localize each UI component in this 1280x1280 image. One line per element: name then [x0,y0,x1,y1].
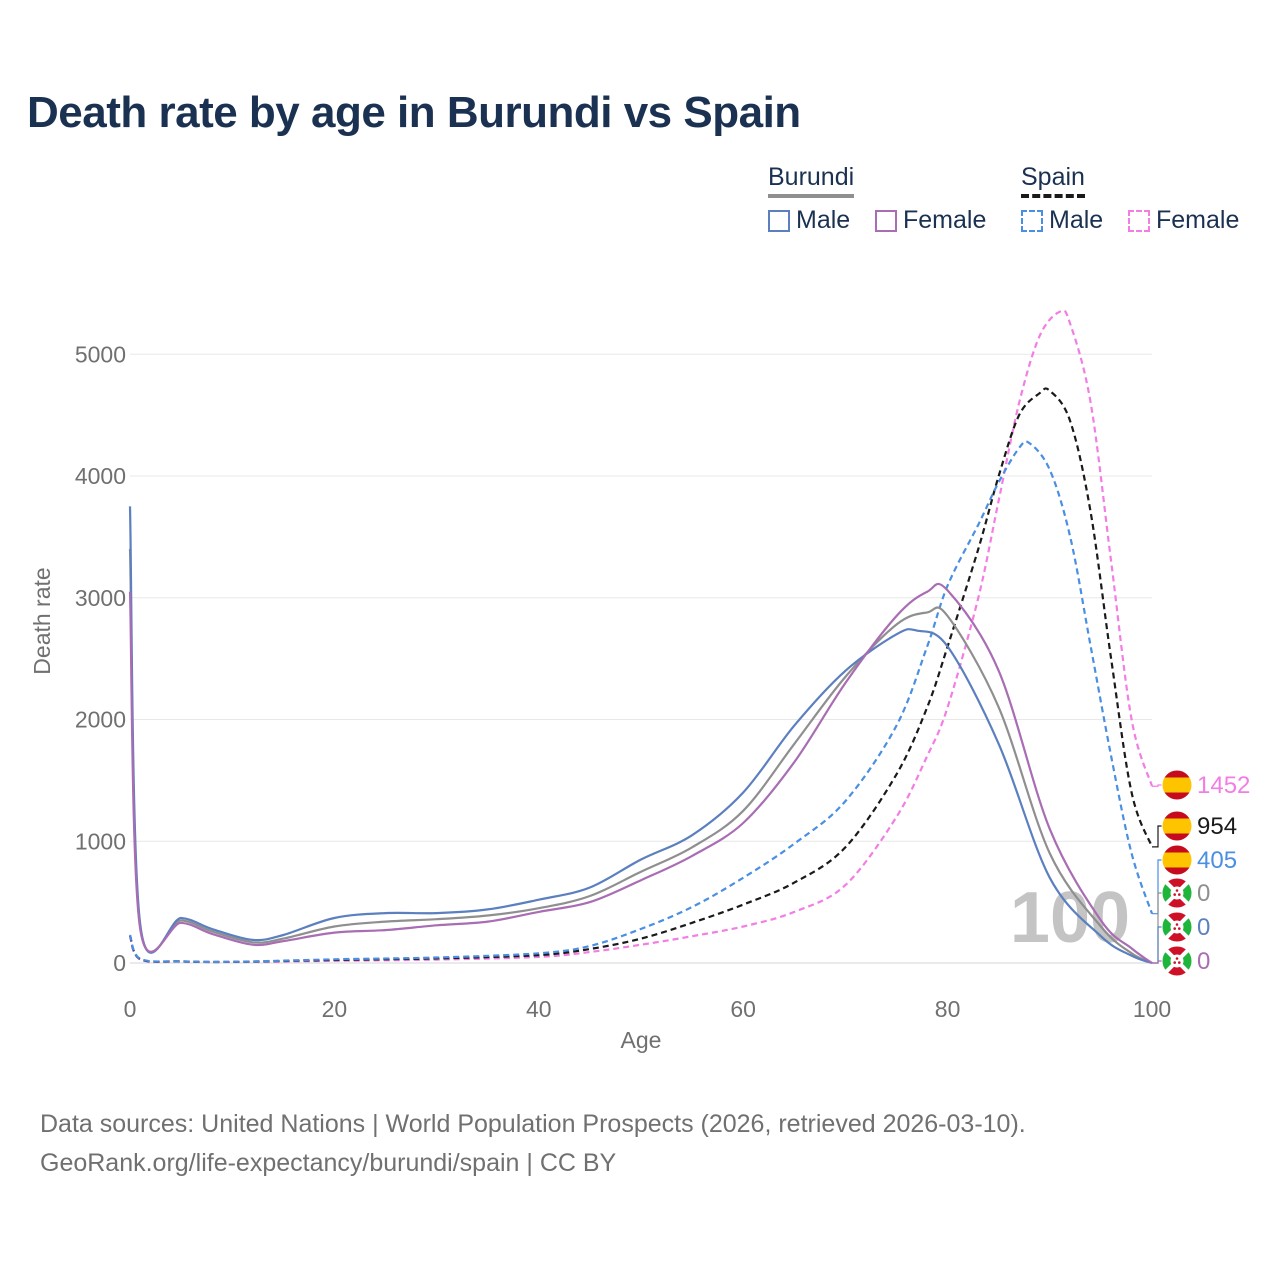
sources-line-1: Data sources: United Nations | World Pop… [40,1110,1026,1138]
end-label-connector [1152,825,1164,848]
end-label-value: 0 [1197,914,1210,941]
series-line-spain-total[interactable] [128,387,1154,964]
end-label-value: 1452 [1197,772,1250,799]
legend-label-spain-male: Male [1049,206,1104,234]
spain-flag-icon [1161,769,1193,801]
series-line-spain-male[interactable] [128,440,1154,964]
data-sources: Data sources: United Nations | World Pop… [40,1105,1026,1183]
x-tick-label: 100 [1133,996,1171,1022]
legend-label-spain-female: Female [1156,206,1240,234]
axes: 0 1000 2000 3000 4000 5000 0 20 40 60 80 100 [75,341,1171,1022]
x-tick-label: 60 [730,996,756,1022]
y-tick-label: 5000 [75,341,126,367]
burundi-flag-icon [1161,911,1193,943]
legend-group-spain-underline [1021,194,1085,198]
y-tick-label: 1000 [75,828,126,854]
burundi-flag-icon [1161,945,1193,977]
x-tick-label: 40 [526,996,552,1022]
legend-group-spain[interactable]: Spain [1021,163,1085,198]
sources-line-2[interactable]: GeoRank.org/life-expectancy/burundi/spai… [40,1149,617,1177]
legend-item-burundi-female[interactable]: Female [875,206,986,235]
series-line-burundi-total[interactable] [128,548,1153,965]
legend-item-spain-female[interactable]: Female [1128,206,1239,235]
x-tick-label: 0 [124,996,137,1022]
legend-item-burundi-male[interactable]: Male [768,206,850,235]
y-tick-label: 0 [113,950,126,976]
legend-label-burundi-male: Male [796,206,851,234]
legend-group-spain-label: Spain [1021,163,1085,191]
end-label-value: 0 [1197,948,1210,975]
chart: 100 0 1000 2000 3000 4000 5000 0 20 40 60 80 100 14… [29,309,1250,1053]
legend-group-burundi-label: Burundi [768,163,855,191]
series-line-burundi-female[interactable] [128,582,1153,964]
x-tick-label: 20 [322,996,348,1022]
legend-swatch-burundi-male [768,209,790,232]
legend-group-burundi-underline [768,194,855,198]
spain-flag-icon [1161,844,1193,876]
x-tick-label: 80 [935,996,961,1022]
y-tick-label: 4000 [75,463,126,489]
series-line-burundi-male[interactable] [128,506,1153,965]
end-label-connector [1152,960,1164,964]
end-label-value: 954 [1197,813,1237,840]
y-tick-label: 2000 [75,707,126,733]
end-labels: 1452 954 405 0 0 0 [1152,769,1250,977]
chart-title: Death rate by age in Burundi vs Spain [27,88,801,137]
legend-label-burundi-female: Female [903,206,987,234]
legend-swatch-spain-male [1021,209,1043,232]
burundi-flag-icon [1161,877,1193,909]
end-label-value: 405 [1197,847,1237,874]
y-axis-title: Death rate [29,567,55,674]
series-lines [128,309,1154,965]
y-tick-label: 3000 [75,585,126,611]
x-axis-title: Age [621,1027,662,1053]
legend-swatch-spain-female [1128,209,1150,232]
grid [130,353,1152,964]
end-label-connector [1152,859,1164,915]
end-label-value: 0 [1197,880,1210,907]
end-label-connector [1152,784,1164,787]
series-line-spain-female[interactable] [128,309,1154,964]
spain-flag-icon [1161,810,1193,842]
legend-swatch-burundi-female [875,209,897,232]
legend-group-burundi[interactable]: Burundi [768,163,855,198]
legend-item-spain-male[interactable]: Male [1021,206,1103,235]
